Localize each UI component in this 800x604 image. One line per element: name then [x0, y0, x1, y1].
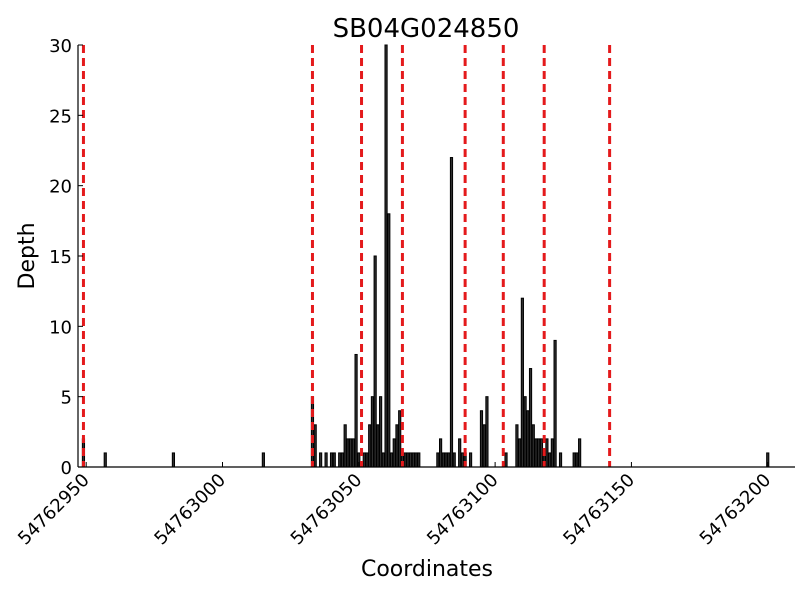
depth-bar: [313, 424, 317, 468]
depth-bar: [368, 424, 372, 468]
depth-bar: [468, 452, 473, 468]
depth-bar: [447, 452, 451, 468]
depth-bar: [485, 396, 489, 468]
depth-bar: [362, 452, 366, 468]
chart-title: SB04G024850: [333, 14, 520, 44]
depth-bar: [392, 438, 396, 468]
depth-bar: [578, 438, 582, 468]
exon-boundaries-layer: [81, 45, 612, 467]
y-tick-label: 0: [61, 458, 72, 479]
depth-bar: [441, 452, 445, 468]
depth-bar: [523, 396, 527, 468]
x-axis-label: Coordinates: [361, 557, 493, 582]
y-tick-label: 25: [49, 106, 72, 127]
depth-bar: [515, 424, 519, 468]
depth-bar: [103, 452, 107, 468]
depth-bar: [553, 339, 557, 468]
depth-bar: [395, 424, 399, 468]
depth-bar: [387, 213, 391, 468]
depth-bar: [444, 452, 448, 468]
depth-bar: [531, 424, 535, 468]
depth-bar: [381, 452, 385, 468]
depth-bar: [409, 452, 413, 468]
depth-bar: [343, 424, 347, 468]
depth-bar: [482, 424, 486, 468]
depth-bar: [340, 452, 345, 468]
depth-bar: [458, 438, 462, 468]
x-tick-label: 54763000: [150, 470, 230, 550]
depth-bar: [373, 255, 377, 468]
depth-bar: [338, 452, 342, 468]
depth-bar: [354, 353, 358, 468]
y-tick-label: 15: [49, 247, 72, 268]
depth-bar: [411, 452, 415, 468]
depth-bar: [346, 438, 350, 468]
depth-bar: [403, 452, 407, 468]
depth-bar: [417, 452, 421, 468]
depth-bar: [520, 297, 524, 468]
depth-bar: [365, 452, 369, 468]
depth-bar: [319, 452, 323, 468]
depth-bar: [329, 452, 334, 468]
depth-bar: [452, 452, 456, 468]
depth-bar: [537, 438, 541, 468]
depth-bar: [414, 452, 418, 468]
depth-bar: [439, 438, 443, 468]
depth-bar: [351, 438, 355, 468]
x-tick-label: 54763150: [559, 470, 639, 550]
depth-bar: [389, 452, 394, 468]
depth-bar: [539, 438, 544, 468]
depth-bar: [332, 452, 336, 468]
x-tick-label: 54762950: [14, 470, 94, 550]
depth-bar: [548, 452, 552, 468]
depth-bar: [310, 396, 315, 468]
depth-bar: [572, 452, 576, 468]
depth-bar: [526, 410, 530, 468]
depth-bar: [171, 452, 176, 468]
y-tick-label: 5: [61, 388, 72, 409]
axes-layer: 0 5 10 15 20 25 30 54762950 54763000 54763050 5476…: [14, 36, 795, 549]
depth-bar: [370, 396, 375, 468]
depth-bar: [406, 452, 410, 468]
y-tick-label: 30: [49, 36, 72, 57]
depth-bar: [349, 438, 353, 468]
depth-bar: [460, 452, 464, 468]
depth-bar: [398, 410, 402, 468]
depth-bar: [384, 44, 388, 468]
depth-bar: [545, 438, 549, 468]
depth-bar: [479, 410, 484, 468]
depth-bar: [449, 157, 454, 468]
depth-bar: [324, 452, 328, 468]
x-tick-label: 54763100: [423, 470, 503, 550]
depth-bar: [379, 396, 383, 468]
y-axis-label: Depth: [15, 222, 40, 289]
depth-bar: [534, 438, 538, 468]
depth-bar: [376, 424, 380, 468]
depth-bar: [504, 452, 508, 468]
x-tick-label: 54763200: [696, 470, 776, 550]
depth-bar: [261, 452, 265, 468]
depth-bar: [550, 438, 554, 468]
depth-bar: [436, 452, 440, 468]
depth-bar: [575, 452, 579, 468]
bars-layer: [81, 44, 770, 468]
depth-bar: [528, 368, 533, 468]
depth-bar: [518, 438, 522, 468]
x-tick-label: 54763050: [287, 470, 367, 550]
y-tick-label: 20: [49, 177, 72, 198]
y-tick-label: 10: [49, 317, 72, 338]
depth-bar: [558, 452, 563, 468]
